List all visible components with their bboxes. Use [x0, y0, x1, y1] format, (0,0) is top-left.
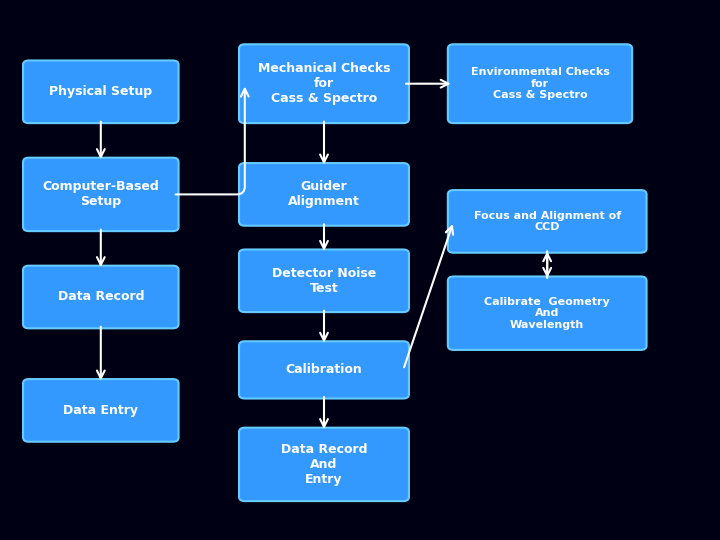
FancyBboxPatch shape [239, 341, 409, 399]
FancyBboxPatch shape [23, 379, 179, 442]
Text: Computer-Based
Setup: Computer-Based Setup [42, 180, 159, 208]
Text: Environmental Checks
for
Cass & Spectro: Environmental Checks for Cass & Spectro [471, 67, 609, 100]
Text: Calibration: Calibration [286, 363, 362, 376]
Text: Calibrate  Geometry
And
Wavelength: Calibrate Geometry And Wavelength [485, 296, 610, 330]
Text: Detector Noise
Test: Detector Noise Test [272, 267, 376, 295]
Text: Physical Setup: Physical Setup [49, 85, 153, 98]
FancyBboxPatch shape [23, 158, 179, 231]
FancyBboxPatch shape [239, 44, 409, 123]
FancyBboxPatch shape [23, 60, 179, 123]
FancyBboxPatch shape [23, 266, 179, 328]
FancyBboxPatch shape [239, 428, 409, 501]
Text: Guider
Alignment: Guider Alignment [288, 180, 360, 208]
FancyBboxPatch shape [448, 44, 632, 123]
Text: Data Record: Data Record [58, 291, 144, 303]
Text: Focus and Alignment of
CCD: Focus and Alignment of CCD [474, 211, 621, 232]
FancyBboxPatch shape [239, 249, 409, 312]
FancyBboxPatch shape [239, 163, 409, 226]
FancyBboxPatch shape [448, 276, 647, 350]
Text: Data Entry: Data Entry [63, 404, 138, 417]
FancyBboxPatch shape [448, 190, 647, 253]
Text: Data Record
And
Entry: Data Record And Entry [281, 443, 367, 486]
Text: Mechanical Checks
for
Cass & Spectro: Mechanical Checks for Cass & Spectro [258, 62, 390, 105]
